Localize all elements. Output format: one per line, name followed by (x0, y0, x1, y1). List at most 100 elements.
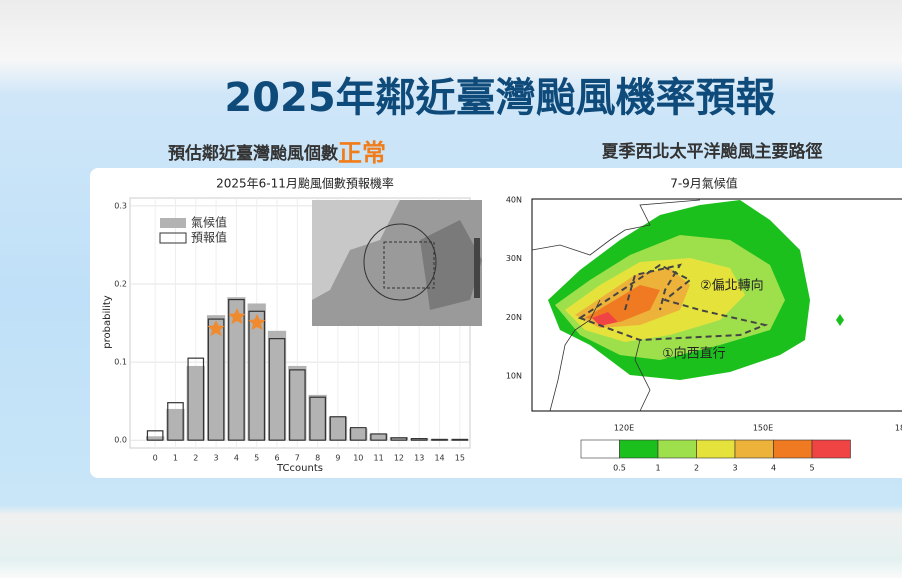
y-axis-label: probability (102, 295, 113, 348)
bar-outline (329, 416, 347, 441)
inset-box (383, 241, 435, 289)
map: ②偏北轉向 ①向西直行 (531, 198, 902, 412)
left-subtitle: 預估鄰近臺灣颱風個數正常 (168, 139, 386, 167)
bars (146, 297, 469, 441)
colorbar-label: 0.5 (613, 464, 626, 473)
lon-label: 120E (614, 424, 634, 433)
inset-colorbar (474, 238, 480, 298)
bar-outline (207, 318, 225, 441)
x-tick-label: 14 (434, 454, 444, 463)
map-title: 7-9月氣候值 (670, 176, 738, 191)
bar-outline (390, 437, 408, 441)
x-tick-label: 10 (353, 454, 363, 463)
bar-outline (268, 338, 286, 441)
bar (369, 433, 388, 441)
x-tick-label: 13 (414, 454, 424, 463)
colorbar-box (619, 439, 659, 459)
lat-label: 20N (506, 313, 522, 322)
bar-outline (228, 298, 245, 441)
bar-outline (349, 427, 367, 441)
star (228, 308, 246, 324)
x-tick-label: 3 (214, 454, 219, 463)
y-tick-label: 0.1 (114, 358, 127, 367)
bar (146, 436, 165, 441)
colorbar-box (696, 439, 736, 459)
bar (247, 303, 266, 441)
bar-outline (146, 430, 164, 441)
colorbar-label: 3 (732, 464, 737, 473)
bar-outline (167, 402, 184, 441)
colorbar-box (773, 439, 813, 459)
stars (207, 308, 266, 336)
bar-outline (451, 438, 469, 441)
bar (349, 428, 368, 441)
x-tick-label: 15 (455, 454, 465, 463)
bar-outline (187, 357, 205, 441)
y-tick-label: 0.2 (114, 279, 127, 288)
x-tick-label: 4 (234, 454, 239, 463)
slide-title: 2025年鄰近臺灣颱風機率預報 (224, 75, 775, 121)
x-axis-label: TCcounts (276, 463, 323, 474)
colorbar-label: 1 (655, 464, 660, 473)
bar (206, 315, 226, 441)
bar (288, 365, 307, 441)
bar (227, 297, 246, 441)
colorbar-label: 2 (694, 464, 699, 473)
lon-label: 18 (895, 424, 902, 433)
x-tick-label: 9 (335, 454, 340, 463)
bar-outline (309, 396, 326, 441)
inset-circle (363, 223, 437, 301)
right-subtitle: 夏季西北太平洋颱風主要路徑 (602, 141, 823, 162)
colorbar-label: 4 (771, 464, 776, 473)
colorbar-label: 5 (809, 464, 814, 473)
lon-label: 150E (753, 424, 773, 433)
bar (308, 394, 327, 441)
x-tick-label: 6 (274, 454, 279, 463)
x-tick-label: 0 (153, 454, 158, 463)
legend-swatch (159, 232, 187, 244)
bar (267, 330, 287, 441)
x-tick-label: 2 (193, 454, 198, 463)
track-north (624, 263, 683, 311)
colorbar-box (734, 439, 774, 459)
legend-label: 預報值 (191, 230, 227, 245)
map-contour (585, 285, 660, 322)
x-tick-label: 5 (254, 454, 259, 463)
legend-swatch (160, 218, 186, 228)
y-tick-label: 0.3 (114, 201, 127, 210)
bar-outline (289, 369, 306, 441)
x-tick-label: 11 (374, 454, 384, 463)
x-tick-label: 1 (173, 454, 178, 463)
bar (389, 437, 409, 441)
map-contour (592, 312, 618, 326)
bar (166, 408, 185, 441)
colorbar: 0.5 1 2 3 4 5 (580, 439, 851, 473)
legend-label: 氣候值 (191, 215, 227, 230)
bar (328, 416, 348, 441)
left-subtitle-highlight: 正常 (338, 139, 386, 167)
map-axis-labels: 40N 30N 20N 10N 120E 150E 18 (506, 196, 902, 433)
map-annotation: ①向西直行 (662, 346, 726, 362)
bar (410, 438, 429, 441)
coastline (531, 199, 701, 412)
chart-title: 2025年6-11月颱風個數預報機率 (216, 176, 394, 191)
left-subtitle-text: 預估鄰近臺灣颱風個數 (168, 143, 339, 164)
bar-outline (370, 433, 387, 441)
bar-outline (248, 310, 266, 441)
star (207, 320, 225, 336)
colorbar-box (580, 439, 620, 459)
lat-label: 40N (506, 196, 522, 205)
map-annotation: ②偏北轉向 (700, 278, 764, 294)
colorbar-box (811, 439, 851, 459)
x-tick-label: 8 (315, 454, 320, 463)
bar-outline (410, 438, 428, 441)
lat-label: 10N (506, 372, 522, 381)
map-contour (836, 314, 844, 326)
colorbar-box (657, 439, 697, 459)
y-tick-label: 0.0 (114, 436, 127, 445)
lat-label: 30N (506, 254, 522, 263)
x-tick-label: 7 (295, 454, 300, 463)
bar-outline (431, 438, 448, 441)
